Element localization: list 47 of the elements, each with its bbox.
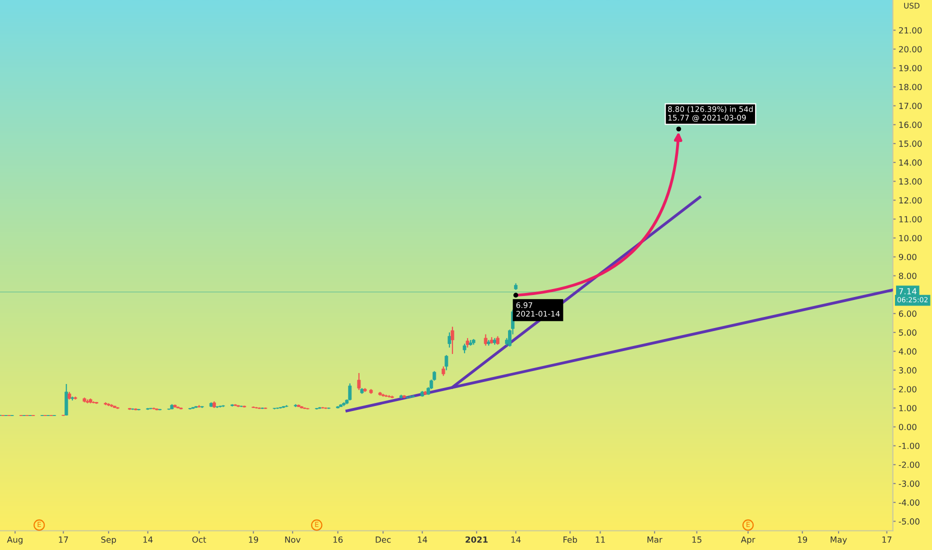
y-tick-label: 18.00	[899, 84, 922, 90]
y-tick-label: 13.00	[899, 178, 922, 185]
y-tick-label: 10.00	[899, 234, 922, 242]
y-tick-label: 20.00	[899, 46, 922, 52]
y-tick-label: 9.00	[898, 254, 916, 260]
y-tick-label: 11.00	[899, 216, 922, 222]
x-tick-label: Aug	[7, 536, 22, 544]
y-tick-label: 21.00	[899, 27, 922, 34]
x-tick-label: 19	[798, 536, 808, 543]
x-tick-label: Nov	[285, 536, 300, 543]
x-tick-label: 17	[58, 536, 68, 543]
y-tick-label: 6.00	[898, 310, 916, 317]
y-tick-label: -4.00	[898, 499, 920, 506]
y-tick-label: 4.00	[898, 348, 916, 355]
y-tick-label: -2.00	[898, 462, 920, 468]
x-tick-label: Feb	[564, 536, 578, 543]
x-tick-label: 19	[248, 536, 258, 543]
y-tick-label: -3.00	[898, 480, 920, 487]
y-tick-label: 1.00	[899, 404, 916, 412]
x-tick-label: 14	[511, 536, 521, 543]
x-tick-label: Dec	[376, 536, 391, 543]
x-tick-label: 17	[882, 536, 892, 543]
x-tick-label: 14	[418, 536, 428, 543]
y-tick-label: -1.00	[898, 442, 920, 450]
x-tick-label: 14	[143, 536, 153, 543]
x-tick-label: Mar	[648, 536, 662, 543]
ref-line-label: 7.14	[899, 288, 916, 294]
y-tick-label: 16.00	[899, 122, 922, 128]
y-tick-label: 5.00	[899, 329, 916, 336]
y-tick-label: 0.00	[898, 424, 916, 430]
y-tick-label: 14.00	[899, 159, 922, 166]
y-tick-label: 15.00	[899, 140, 922, 147]
y-tick-label: 8.00	[898, 272, 916, 280]
x-tick-label: Apr	[740, 536, 756, 544]
y-tick-label: 12.00	[899, 197, 922, 204]
x-tick-label: 15	[692, 536, 702, 543]
x-tick-label: Sep	[101, 536, 116, 544]
x-tick-label: 16	[333, 536, 343, 543]
y-tick-label: 3.00	[899, 367, 916, 374]
x-tick-label: Oct	[192, 536, 206, 543]
x-tick-label: May	[830, 536, 847, 544]
y-tick-label: 2.00	[899, 386, 916, 392]
y-tick-label: 17.00	[899, 102, 922, 110]
y-tick-label: -5.00	[898, 518, 920, 525]
x-tick-label: 2021	[466, 536, 488, 543]
y-tick-label: 19.00	[899, 64, 922, 72]
x-tick-label: 11	[596, 536, 605, 543]
